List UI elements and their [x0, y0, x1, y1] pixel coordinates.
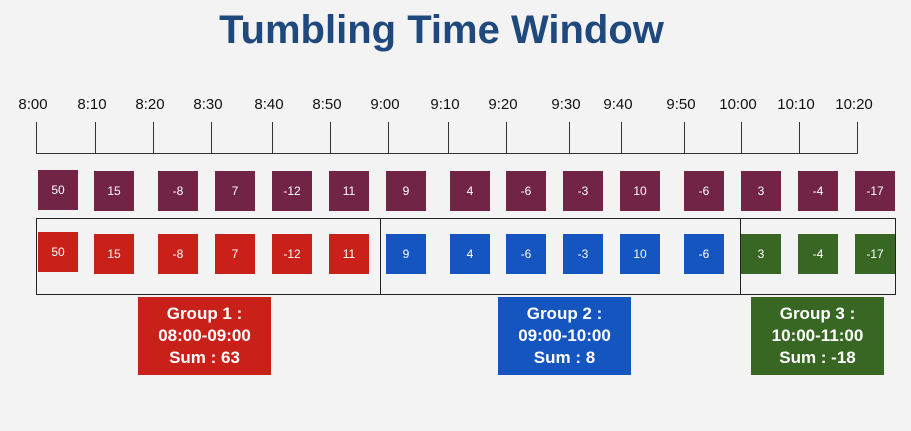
grouped-event-box: 10 [620, 234, 660, 274]
group-label-line2: 10:00-11:00 [771, 326, 864, 345]
event-box: 9 [386, 171, 426, 211]
event-box: -8 [158, 171, 198, 211]
group-label-line1: Group 1 : [166, 304, 243, 323]
tick-line [506, 122, 507, 153]
event-box: 11 [329, 171, 369, 211]
tick-label: 10:00 [719, 96, 757, 113]
grouped-event-box: 11 [329, 234, 369, 274]
tick-line [621, 122, 622, 153]
event-box: 10 [620, 171, 660, 211]
grouped-event-box: -6 [684, 234, 724, 274]
grouped-event-box: -17 [855, 234, 895, 274]
tick-line [799, 122, 800, 153]
grouped-event-box: -6 [506, 234, 546, 274]
tick-line [211, 122, 212, 153]
tick-line [95, 122, 96, 153]
tick-label: 9:10 [430, 96, 460, 113]
group-label-line1: Group 2 : [526, 304, 603, 323]
grouped-event-box: -12 [272, 234, 312, 274]
tick-line [330, 122, 331, 153]
grouped-event-box: -4 [798, 234, 838, 274]
grouped-event-box: 9 [386, 234, 426, 274]
tick-label: 8:20 [135, 96, 165, 113]
tick-label: 8:00 [18, 96, 48, 113]
tick-label: 9:50 [666, 96, 696, 113]
tick-line [741, 122, 742, 153]
tick-line [36, 122, 37, 153]
group-label-3: Group 3 : 10:00-11:00 Sum : -18 [751, 297, 884, 375]
tick-line [272, 122, 273, 153]
group-label-line3: Sum : -18 [779, 348, 856, 367]
group-label-line3: Sum : 63 [169, 348, 240, 367]
event-box: -6 [684, 171, 724, 211]
event-box: 7 [215, 171, 255, 211]
tick-line [857, 122, 858, 153]
event-box: -4 [798, 171, 838, 211]
tick-label: 9:20 [488, 96, 518, 113]
tick-label: 10:20 [835, 96, 873, 113]
group-window-frame [740, 218, 896, 295]
grouped-event-box: 50 [38, 232, 78, 272]
event-box: -6 [506, 171, 546, 211]
event-box: -17 [855, 171, 895, 211]
tick-label: 10:10 [777, 96, 815, 113]
tick-label: 9:40 [603, 96, 633, 113]
diagram-title: Tumbling Time Window [219, 8, 664, 52]
tick-line [388, 122, 389, 153]
tick-label: 9:00 [370, 96, 400, 113]
group-label-line2: 09:00-10:00 [518, 326, 611, 345]
event-box: 50 [38, 170, 78, 210]
event-box: 4 [450, 171, 490, 211]
grouped-event-box: -8 [158, 234, 198, 274]
group-label-line1: Group 3 : [779, 304, 856, 323]
event-box: -12 [272, 171, 312, 211]
group-label-line3: Sum : 8 [533, 348, 596, 367]
tick-line [684, 122, 685, 153]
event-box: -3 [563, 171, 603, 211]
tick-label: 8:30 [193, 96, 223, 113]
grouped-event-box: 15 [94, 234, 134, 274]
group-label-2: Group 2 : 09:00-10:00 Sum : 8 [498, 297, 631, 375]
tick-line [448, 122, 449, 153]
tick-label: 8:50 [312, 96, 342, 113]
grouped-event-box: 7 [215, 234, 255, 274]
timeline-axis [36, 153, 858, 154]
event-box: 3 [741, 171, 781, 211]
grouped-event-box: 3 [741, 234, 781, 274]
group-label-line2: 08:00-09:00 [158, 326, 251, 345]
grouped-event-box: -3 [563, 234, 603, 274]
event-box: 15 [94, 171, 134, 211]
tick-label: 8:40 [254, 96, 284, 113]
tick-line [153, 122, 154, 153]
tick-label: 8:10 [77, 96, 107, 113]
tick-line [569, 122, 570, 153]
group-label-1: Group 1 : 08:00-09:00 Sum : 63 [138, 297, 271, 375]
grouped-event-box: 4 [450, 234, 490, 274]
tick-label: 9:30 [551, 96, 581, 113]
